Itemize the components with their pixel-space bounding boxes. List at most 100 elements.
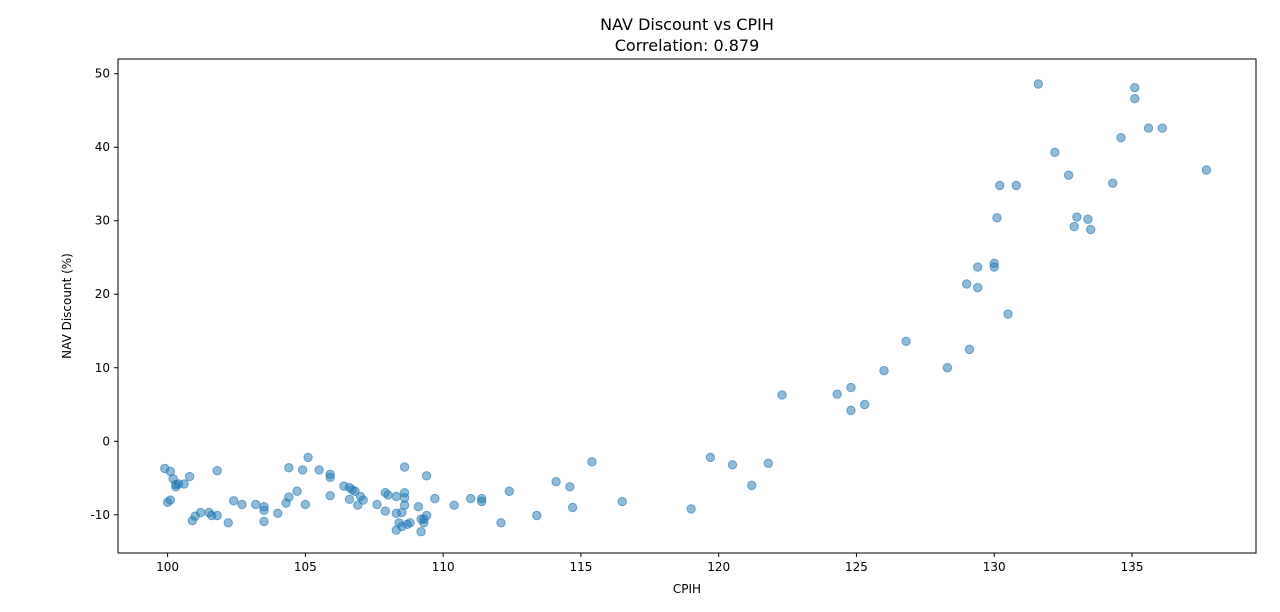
- scatter-point: [686, 504, 696, 514]
- x-tick-label: 125: [845, 560, 868, 574]
- scatter-point: [995, 180, 1005, 191]
- scatter-point: [292, 486, 302, 496]
- scatter-point: [344, 494, 355, 505]
- scatter-point: [1083, 214, 1093, 224]
- scatter-point: [1130, 93, 1140, 104]
- x-tick-label: 130: [983, 560, 1006, 574]
- scatter-point: [421, 510, 432, 521]
- scatter-point: [1130, 82, 1140, 93]
- x-tick-label: 115: [569, 560, 592, 574]
- scatter-point: [416, 526, 426, 537]
- scatter-point: [1003, 309, 1013, 319]
- scatter-point: [391, 491, 402, 502]
- scatter-point: [587, 457, 597, 467]
- scatter-point: [179, 479, 189, 489]
- scatter-point: [747, 480, 757, 491]
- data-points: [160, 79, 1212, 537]
- scatter-point: [1085, 224, 1096, 235]
- scatter-point: [846, 382, 856, 393]
- plot-frame: [117, 58, 1257, 554]
- chart-title: NAV Discount vs CPIH: [600, 15, 774, 34]
- scatter-point: [325, 490, 335, 501]
- scatter-point: [1143, 123, 1154, 133]
- x-tick-label: 135: [1121, 560, 1144, 574]
- y-tick-label: 50: [95, 67, 110, 81]
- x-axis: 100 105 110 115 120 125 130 135: [156, 553, 1143, 574]
- scatter-point: [860, 399, 870, 410]
- scatter-point: [1063, 170, 1074, 180]
- x-axis-label: CPIH: [673, 582, 701, 596]
- scatter-point: [380, 506, 390, 516]
- scatter-point: [1072, 212, 1082, 222]
- scatter-point: [237, 499, 247, 510]
- y-axis-label: NAV Discount (%): [60, 253, 74, 359]
- scatter-point: [303, 452, 313, 463]
- scatter-point: [195, 507, 206, 518]
- scatter-point: [284, 463, 294, 473]
- scatter-point: [705, 452, 716, 463]
- scatter-point: [1108, 178, 1118, 188]
- y-tick-label: 30: [95, 214, 110, 228]
- scatter-point: [383, 490, 393, 500]
- scatter-point: [477, 496, 487, 507]
- x-tick-label: 110: [432, 560, 455, 574]
- scatter-point: [413, 501, 424, 512]
- scatter-point: [504, 486, 514, 496]
- scatter-point: [964, 344, 975, 355]
- x-tick-label: 100: [156, 560, 179, 574]
- y-tick-label: 10: [95, 361, 110, 375]
- scatter-point: [551, 476, 561, 487]
- y-tick-label: 20: [95, 287, 110, 301]
- scatter-point: [1033, 79, 1044, 89]
- scatter-point: [223, 518, 233, 528]
- y-tick-label: 0: [102, 434, 110, 448]
- scatter-point: [567, 502, 578, 513]
- scatter-point: [1069, 221, 1079, 232]
- scatter-point: [565, 482, 575, 492]
- x-tick-label: 105: [294, 560, 317, 574]
- scatter-point: [972, 262, 983, 272]
- scatter-point: [297, 465, 308, 475]
- scatter-point: [992, 213, 1002, 223]
- scatter-point: [421, 471, 432, 481]
- scatter-point: [251, 499, 261, 510]
- scatter-point: [1157, 123, 1168, 133]
- scatter-point: [901, 336, 911, 346]
- scatter-point: [942, 363, 953, 373]
- scatter-point: [465, 493, 476, 504]
- scatter-point: [273, 508, 283, 519]
- scatter-point: [325, 472, 335, 482]
- scatter-point: [372, 499, 382, 510]
- scatter-point: [165, 495, 176, 505]
- scatter-point: [284, 492, 294, 502]
- scatter-point: [1201, 165, 1212, 175]
- scatter-point: [532, 510, 542, 521]
- scatter-point: [777, 390, 787, 400]
- x-tick-label: 120: [707, 560, 730, 574]
- scatter-point: [405, 518, 415, 528]
- scatter-point: [259, 505, 269, 516]
- scatter-point: [449, 500, 459, 510]
- scatter-point: [1050, 147, 1060, 158]
- scatter-point: [961, 279, 972, 289]
- scatter-point: [358, 495, 368, 505]
- scatter-point: [989, 262, 999, 272]
- scatter-point: [617, 496, 627, 507]
- scatter-point: [314, 465, 324, 475]
- scatter-point: [212, 465, 222, 476]
- scatter-point: [184, 471, 195, 482]
- chart-subtitle: Correlation: 0.879: [615, 36, 760, 55]
- scatter-point: [727, 460, 738, 470]
- y-tick-label: -10: [90, 508, 110, 522]
- scatter-point: [212, 510, 222, 521]
- scatter-point: [846, 405, 856, 416]
- scatter-point: [300, 499, 311, 510]
- scatter-point: [763, 458, 773, 469]
- scatter-point: [832, 389, 842, 399]
- scatter-point: [430, 493, 440, 504]
- scatter-point: [496, 518, 506, 528]
- scatter-point: [1116, 132, 1126, 143]
- scatter-point: [879, 365, 889, 376]
- y-axis: -10 0 10 20 30 40 50: [90, 67, 118, 522]
- scatter-point: [259, 516, 269, 527]
